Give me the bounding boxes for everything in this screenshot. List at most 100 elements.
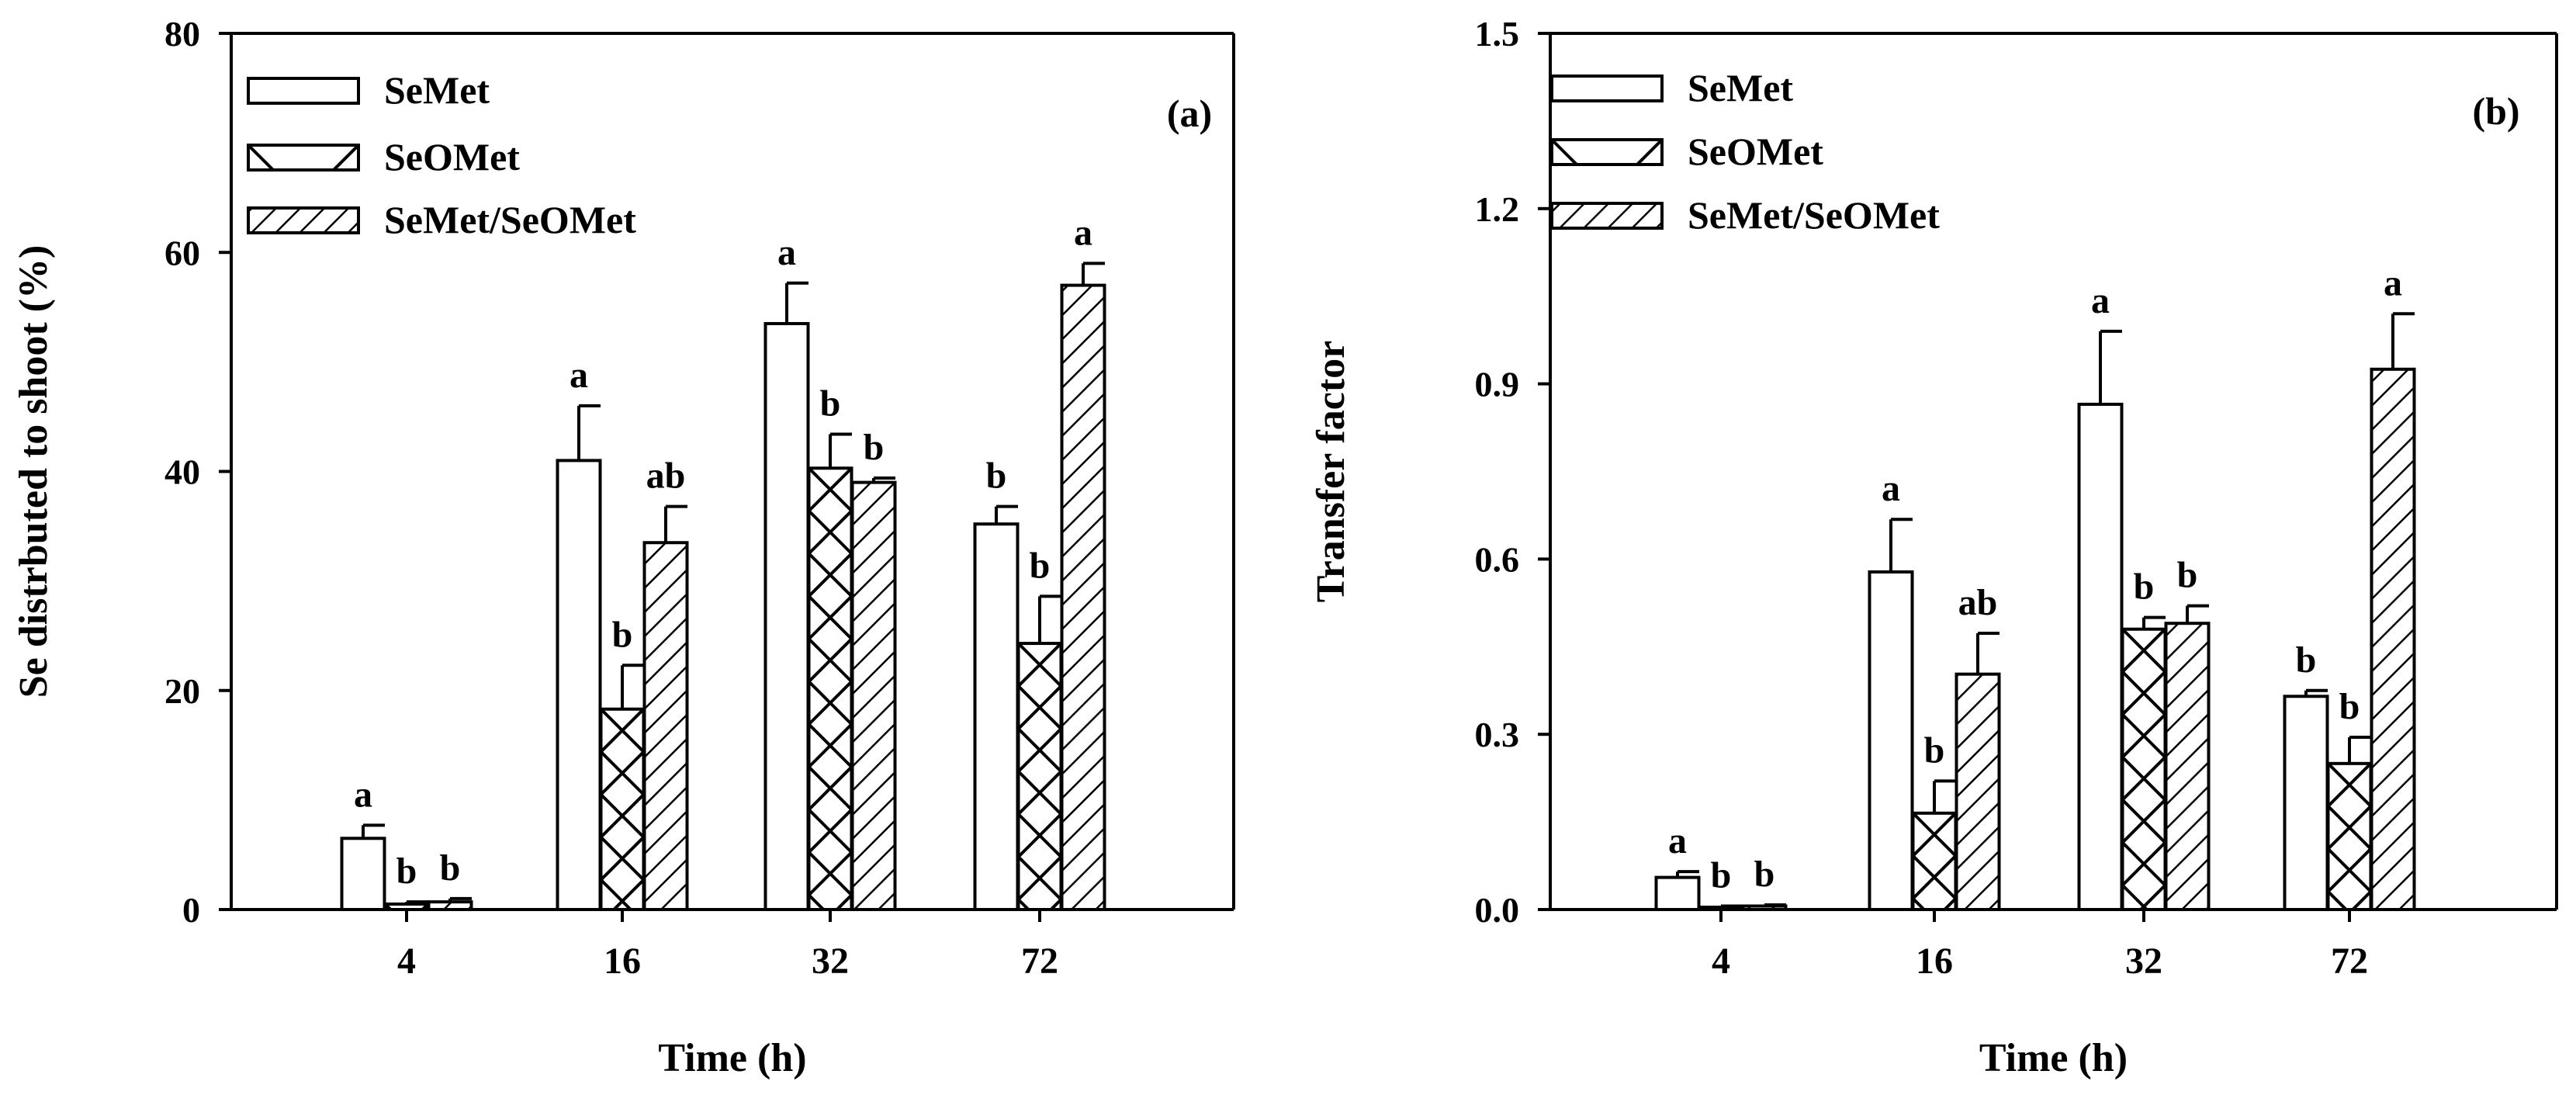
significance-letter: b <box>612 614 633 655</box>
hatch-line <box>601 709 644 754</box>
hatch-line <box>1019 1027 1061 1070</box>
hatch-line <box>2122 841 2166 887</box>
significance-letter: ab <box>1958 582 1998 623</box>
hatch-line <box>1018 898 1031 910</box>
hatch-line <box>248 476 358 586</box>
hatch-line <box>808 637 852 683</box>
significance-letter: b <box>2296 639 2317 681</box>
hatch-line <box>1552 250 1662 360</box>
hatch-line <box>1552 360 1662 470</box>
legend-swatch-seomet-hatch <box>1552 0 1662 580</box>
hatch-line <box>1552 250 1662 360</box>
hatch-line <box>1552 470 1662 580</box>
hatch-line <box>1552 0 1662 29</box>
significance-letter: b <box>1030 545 1051 586</box>
hatch-line <box>808 594 852 640</box>
hatch-line <box>1913 984 1956 1027</box>
hatch-line <box>1552 470 1662 580</box>
hatch-line <box>808 765 852 811</box>
bar-semet-4 <box>340 837 386 912</box>
significance-letter: b <box>2339 686 2360 727</box>
x-tick-label: 4 <box>1712 941 1730 982</box>
bar-semet-seomet-4 <box>1741 904 1788 912</box>
hatch-line <box>808 851 852 896</box>
significance-letter: b <box>1754 854 1775 895</box>
panel-label: (a) <box>1167 92 1212 135</box>
significance-letter: a <box>1882 468 1900 509</box>
x-axis-title: Time (h) <box>1979 1036 2128 1080</box>
bar-semet-72 <box>973 522 1020 911</box>
bar-semet-seomet-72 <box>2370 367 2416 911</box>
significance-letter: b <box>2177 555 2198 596</box>
hatch-line <box>1942 897 1956 910</box>
hatch-line <box>1700 993 1743 1035</box>
bar-seomet-32-hatch <box>808 468 852 910</box>
hatch-line <box>2328 847 2371 893</box>
hatch-line <box>248 255 358 366</box>
legend-swatch-seomet-fill <box>248 145 358 170</box>
hatch-line <box>1913 1027 1956 1069</box>
significance-letter: a <box>1074 212 1092 253</box>
hatch-line <box>248 476 358 586</box>
hatch-line <box>808 723 852 768</box>
hatch-line <box>1913 897 1927 910</box>
hatch-line <box>1552 360 1662 470</box>
hatch-line <box>601 1008 644 1051</box>
y-axis-title: Se distrbuted to shoot (%) <box>12 245 56 698</box>
y-tick-label: 1.2 <box>1475 189 1520 229</box>
bar-semet-4 <box>1654 875 1701 912</box>
hatch-line <box>1018 770 1061 816</box>
legend-swatch-semet <box>1550 75 1664 102</box>
significance-letter: b <box>2134 567 2155 608</box>
hatch-line <box>2122 713 2166 759</box>
significance-letter: b <box>864 427 885 468</box>
hatch-line <box>2122 799 2166 844</box>
hatch-line <box>1048 898 1061 910</box>
hatch-line <box>601 836 644 882</box>
x-tick-label: 4 <box>397 941 416 982</box>
hatch-line <box>248 366 358 476</box>
x-tick-label: 32 <box>2125 941 2162 982</box>
hatch-line <box>2122 671 2166 716</box>
bar-semet-16 <box>1868 570 1914 911</box>
bar-semet-seomet-4 <box>427 900 473 911</box>
y-tick-label: 0.3 <box>1475 715 1520 754</box>
y-tick-label: 80 <box>164 14 200 54</box>
legend-label: SeMet/SeOMet <box>384 198 636 241</box>
hatch-line <box>1018 643 1061 688</box>
panel-label: (b) <box>2472 89 2519 133</box>
bar-seomet-16-hatch <box>1913 813 1956 1069</box>
hatch-line <box>808 680 852 726</box>
hatch-line <box>248 0 358 35</box>
hatch-line <box>2122 756 2166 802</box>
bar-seomet-4-fill <box>385 903 428 910</box>
hatch-line <box>2138 884 2166 910</box>
hatch-line <box>601 1008 644 1051</box>
hatch-line <box>601 793 644 839</box>
bar-semet-seomet-32 <box>850 480 897 911</box>
hatch-line <box>808 893 826 910</box>
bar-semet-72 <box>2283 695 2329 911</box>
bar-semet-seomet-16 <box>642 541 689 911</box>
hatch-line <box>1913 1027 1956 1069</box>
hatch-line <box>2328 977 2371 1020</box>
hatch-line <box>1700 993 1743 1035</box>
legend-swatch-seomet-fill <box>1552 140 1662 165</box>
bar-semet-16 <box>556 459 602 911</box>
legend-label: SeMet <box>1688 66 1793 109</box>
legend-swatch-seomet-hatch <box>248 0 358 586</box>
hatch-line <box>248 366 358 476</box>
bar-semet-seomet-32 <box>2164 622 2211 912</box>
significance-letter: a <box>2091 280 2110 321</box>
hatch-line <box>2328 977 2371 1020</box>
significance-letter: a <box>570 355 588 396</box>
hatch-line <box>1019 985 1061 1027</box>
hatch-line <box>808 808 852 854</box>
bar-seomet-72-hatch <box>2328 763 2371 1020</box>
bar-seomet-72-hatch <box>1018 643 1061 1070</box>
significance-letter: a <box>2384 262 2402 303</box>
hatch-line <box>1700 1035 1743 1078</box>
hatch-line <box>1018 855 1061 901</box>
hatch-line <box>386 1032 428 1075</box>
legend-swatch-seomet <box>247 144 360 172</box>
